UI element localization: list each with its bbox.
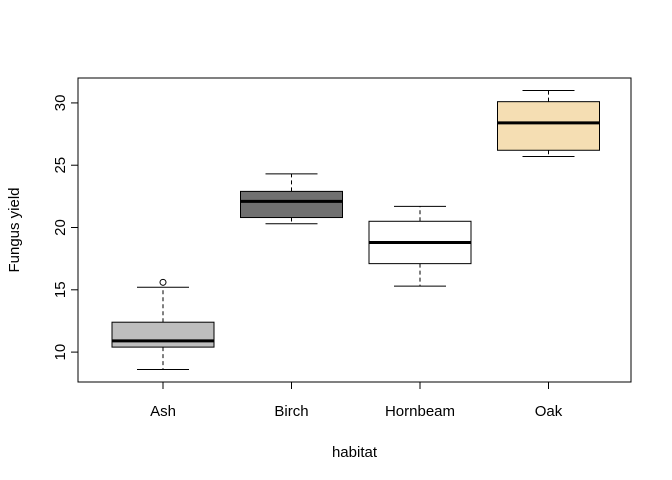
- x-tick-label: Hornbeam: [385, 403, 455, 420]
- box-birch: [240, 173, 343, 225]
- outlier-point: [159, 278, 167, 286]
- y-tick-label: 15: [52, 281, 69, 298]
- y-tick-label: 25: [52, 157, 69, 174]
- axis-layer: 10 15 20 25 30 Ash Birch Hornbeam Oak: [52, 95, 563, 420]
- x-tick-label: Ash: [150, 403, 176, 420]
- plot-layer: [111, 89, 600, 371]
- y-tick-label: 30: [52, 95, 69, 112]
- x-tick-label: Birch: [274, 403, 308, 420]
- y-tick-label: 10: [52, 344, 69, 361]
- box-hornbeam: [368, 205, 472, 287]
- box-body: [497, 101, 600, 151]
- box-oak: [497, 89, 600, 157]
- box-ash: [111, 278, 215, 371]
- box-body: [111, 321, 215, 348]
- box-body: [240, 190, 343, 219]
- x-tick-label: Oak: [535, 403, 563, 420]
- x-axis-label: habitat: [332, 444, 378, 461]
- plot-frame: [77, 77, 632, 383]
- y-tick-label: 20: [52, 219, 69, 236]
- y-axis-label: Fungus yield: [6, 187, 23, 272]
